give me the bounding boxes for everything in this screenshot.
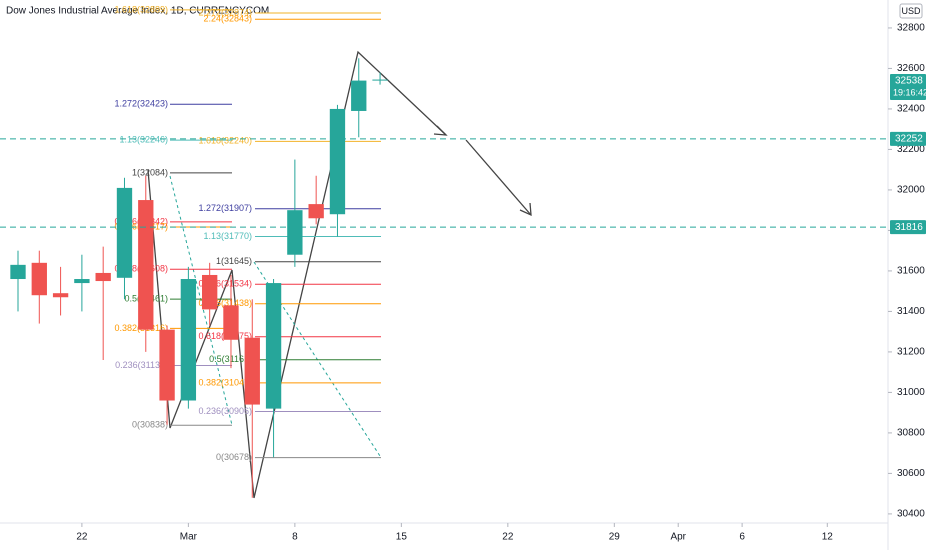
fib-label: 0(30678)	[216, 452, 252, 462]
candle-body	[180, 279, 197, 401]
x-tick-label: 15	[396, 532, 408, 543]
price-tag	[890, 220, 926, 235]
fib-label: 0(30838)	[132, 420, 168, 430]
fib-label: 1(31645)	[216, 256, 252, 266]
price-tag-label: 31816	[895, 222, 923, 233]
candle-body	[223, 305, 239, 340]
y-tick-label: 32800	[897, 23, 925, 34]
fib-label: 0.236(30906)	[198, 406, 252, 416]
x-tick-label: 12	[822, 532, 834, 543]
candle-body	[351, 80, 367, 111]
y-tick-label: 31000	[897, 387, 925, 398]
x-tick-label: 6	[739, 532, 745, 543]
candle-body	[287, 210, 303, 255]
fib-trend-line	[169, 175, 233, 426]
countdown: 19:16:42	[893, 87, 928, 97]
y-tick-label: 31600	[897, 266, 925, 277]
fib-label: 1.272(32423)	[114, 99, 168, 109]
candle-body	[138, 200, 154, 330]
currency-box[interactable]	[899, 3, 923, 19]
candle-body	[74, 279, 90, 284]
price-tag	[890, 73, 926, 100]
price-tag-label: 32252	[895, 134, 923, 145]
fib-label: 2.272(32874)	[198, 7, 252, 17]
candle-body	[116, 187, 133, 278]
arrow-head	[433, 125, 448, 136]
x-tick-label: Apr	[670, 532, 686, 543]
candle-body	[202, 274, 218, 310]
candle-body	[372, 79, 388, 81]
candle-body	[95, 272, 111, 282]
x-tick-label: Mar	[180, 532, 198, 543]
fib-label: 1(32084)	[132, 167, 168, 177]
fib-label: 2.24(32843)	[203, 14, 252, 24]
x-tick-label: 22	[76, 532, 88, 543]
y-tick-label: 32600	[897, 63, 925, 74]
fib-label: 0.786(31438)	[198, 298, 252, 308]
fib-label: 0.382(31047)	[198, 377, 252, 387]
x-tick-label: 29	[609, 532, 621, 543]
y-tick-label: 30400	[897, 509, 925, 520]
currency-label: USD	[901, 6, 921, 16]
fib-label: 0.786(31534)	[198, 279, 252, 289]
arrow-head	[519, 202, 532, 217]
candle-body	[52, 293, 69, 298]
fib-label: 1.13(32246)	[119, 134, 168, 144]
fib-label: 1.618(32240)	[198, 136, 252, 146]
fib-label: 0.236(31133)	[115, 360, 168, 370]
candle-body	[308, 204, 324, 219]
fib-label: 1.272(31907)	[198, 203, 252, 213]
candle-body	[329, 108, 346, 215]
fib-label: 1.618(32889)	[114, 4, 168, 14]
chart-title: Dow Jones Industrial Average Index, 1D, …	[6, 6, 269, 17]
y-tick-label: 31400	[897, 306, 925, 317]
y-tick-label: 32200	[897, 144, 925, 155]
y-tick-label: 31200	[897, 347, 925, 358]
candle-body	[159, 329, 175, 401]
y-tick-label: 30800	[897, 428, 925, 439]
projection-arrow	[465, 139, 532, 216]
zigzag-line	[147, 50, 447, 499]
candle-body	[244, 337, 260, 405]
x-tick-label: 22	[502, 532, 514, 543]
fib-label: 1.13(31770)	[203, 231, 252, 241]
price-tag	[890, 131, 926, 146]
candle-body	[10, 264, 26, 280]
candle-body	[265, 283, 282, 409]
candle-body	[31, 262, 47, 296]
y-tick-label: 32400	[897, 104, 925, 115]
y-tick-label: 30600	[897, 468, 925, 479]
x-tick-label: 8	[292, 532, 298, 543]
price-tag-label: 32538	[895, 76, 923, 87]
y-tick-label: 32000	[897, 185, 925, 196]
